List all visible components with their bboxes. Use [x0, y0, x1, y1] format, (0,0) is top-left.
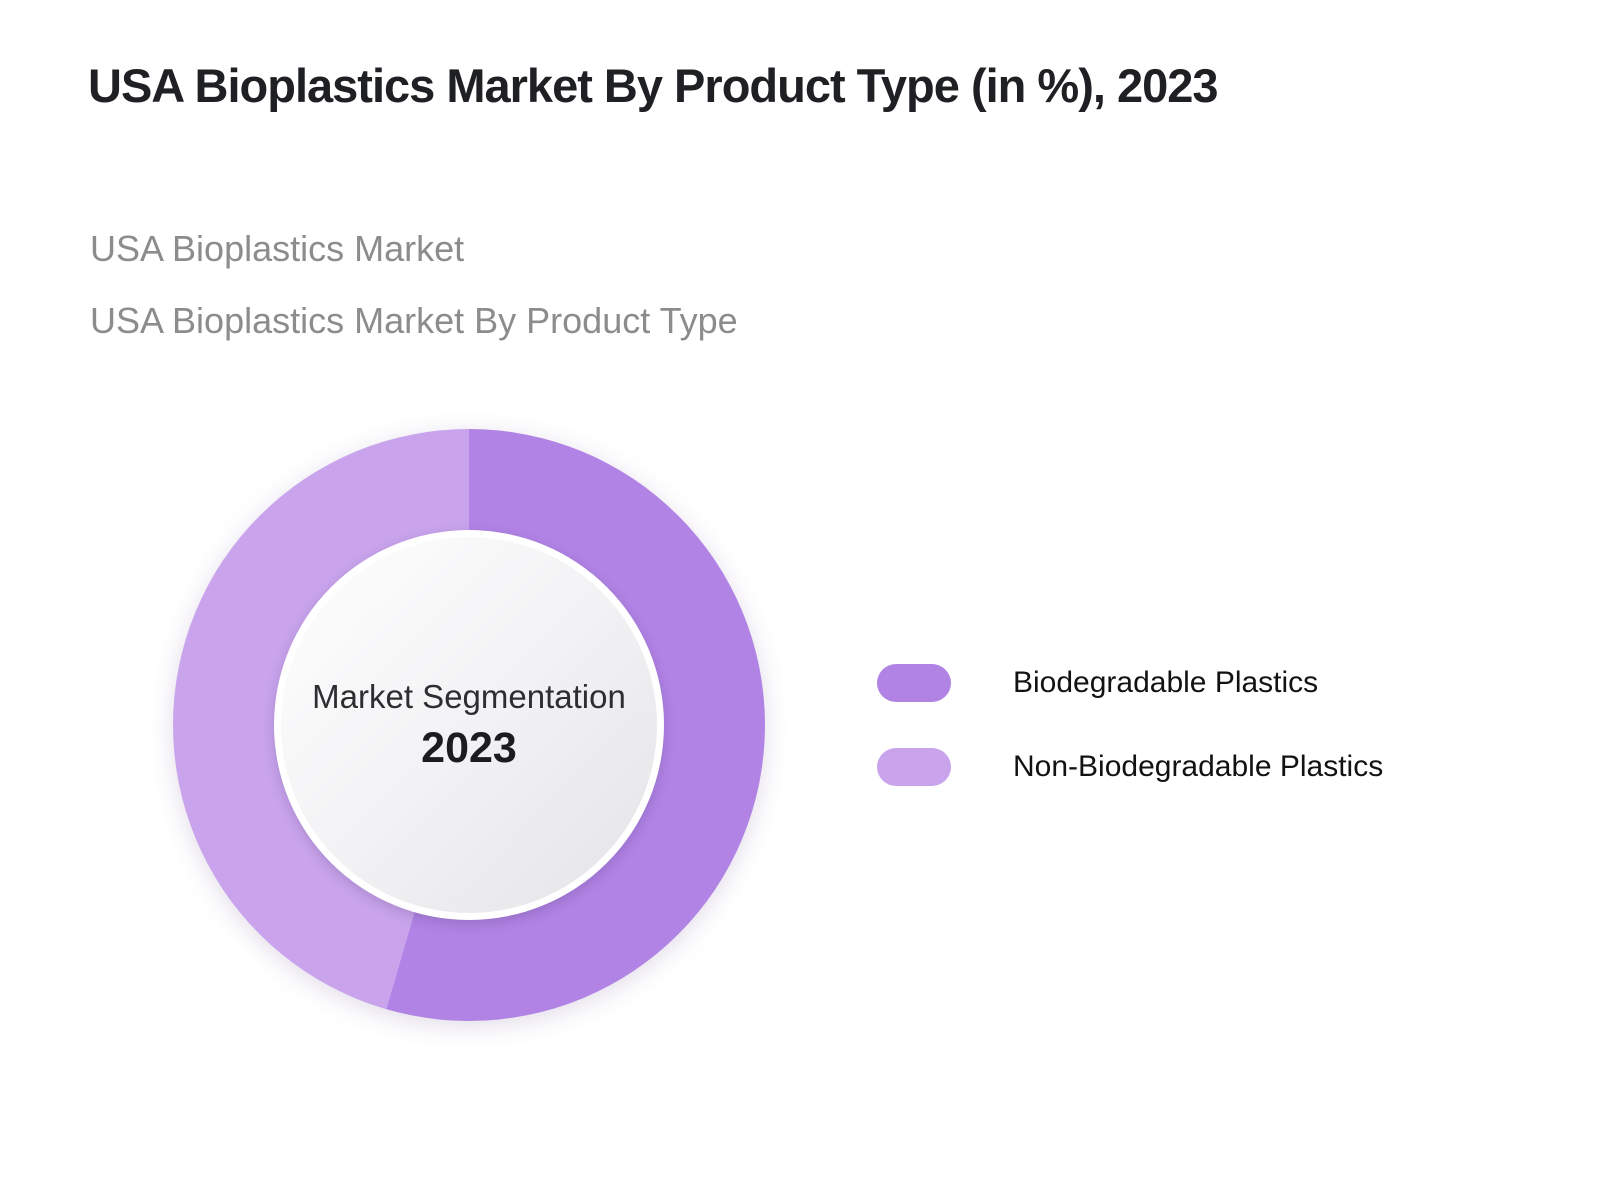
donut-inner-disc	[281, 537, 657, 913]
legend: Biodegradable Plastics Non-Biodegradable…	[877, 664, 1383, 786]
legend-item-non-biodegradable: Non-Biodegradable Plastics	[877, 748, 1383, 786]
donut-chart: Market Segmentation 2023	[173, 429, 765, 1021]
legend-label-biodegradable: Biodegradable Plastics	[1013, 666, 1319, 699]
chart-subtitle-market: USA Bioplastics Market	[90, 228, 465, 269]
legend-label-non-biodegradable: Non-Biodegradable Plastics	[1013, 750, 1384, 783]
legend-item-biodegradable: Biodegradable Plastics	[877, 664, 1383, 702]
center-label-segmentation: Market Segmentation	[312, 677, 626, 715]
center-label-year: 2023	[421, 723, 517, 772]
donut-hole: Market Segmentation 2023	[274, 530, 664, 920]
legend-swatch-biodegradable	[877, 664, 951, 702]
donut-center-text: Market Segmentation 2023	[274, 530, 664, 920]
chart-title: USA Bioplastics Market By Product Type (…	[88, 59, 1219, 112]
chart-subtitle-product-type: USA Bioplastics Market By Product Type	[90, 300, 738, 341]
legend-swatch-non-biodegradable	[877, 748, 951, 786]
